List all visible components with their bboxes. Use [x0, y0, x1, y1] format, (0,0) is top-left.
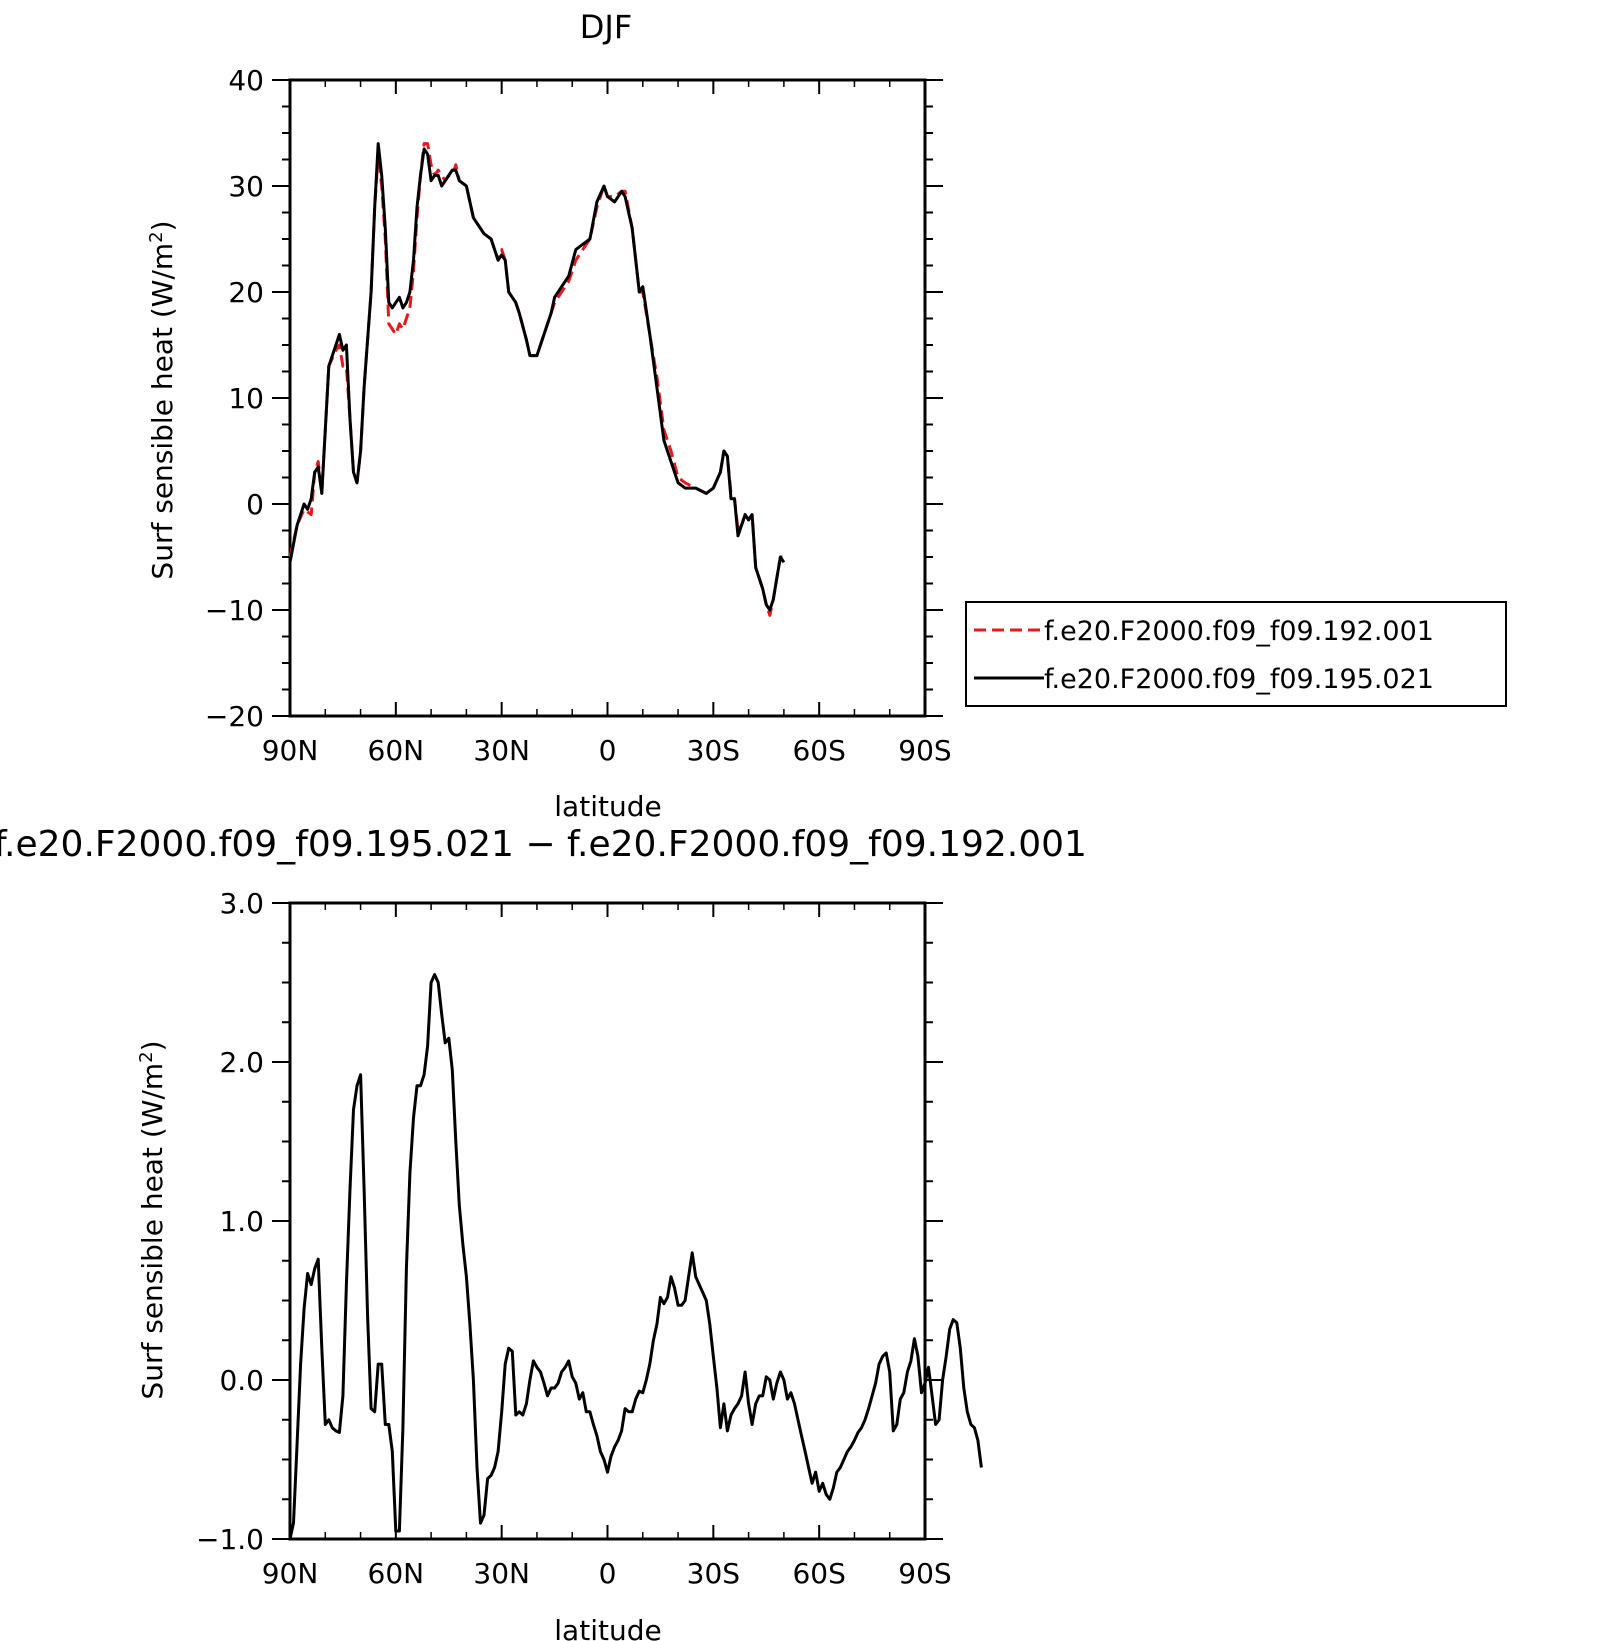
bottom-panel: f.e20.F2000.f09_f09.195.021 − f.e20.F200…: [0, 824, 1087, 1641]
bottom-x-axis-label: latitude: [554, 1614, 661, 1641]
top-series-lines: [288, 142, 786, 617]
bottom-series-lines: [288, 973, 983, 1540]
bottom-chart-title: f.e20.F2000.f09_f09.195.021 − f.e20.F200…: [0, 824, 1087, 865]
legend-label-192-001: f.e20.F2000.f09_f09.192.001: [1044, 616, 1434, 647]
top-x-axis-label: latitude: [554, 790, 661, 823]
y-tick-label: 20: [228, 276, 264, 309]
y-tick-label: 30: [228, 170, 264, 203]
bottom-y-axis-label: Surf sensible heat (W/m2): [136, 1040, 170, 1399]
x-tick-label: 30N: [473, 1557, 530, 1590]
x-tick-label: 90S: [898, 1557, 951, 1590]
x-tick-label: 30S: [687, 734, 740, 767]
y-tick-label: 2.0: [219, 1046, 264, 1079]
legend-label-195-021: f.e20.F2000.f09_f09.195.021: [1044, 664, 1434, 695]
y-tick-label: −1.0: [196, 1523, 264, 1556]
x-tick-label: 60N: [368, 734, 425, 767]
y-tick-label: −20: [205, 700, 264, 733]
top-panel: DJF 90N 60N 30N 0 30S 60S 90S −20 −10 0 10 20 30 40 l…: [146, 8, 1507, 823]
y-tick-label: 10: [228, 382, 264, 415]
top-plot-frame: [288, 78, 927, 718]
x-tick-label: 60S: [792, 734, 845, 767]
x-tick-label: 30S: [687, 1557, 740, 1590]
top-y-axis-label: Surf sensible heat (W/m2): [146, 220, 180, 579]
top-axis-ticks: 90N 60N 30N 0 30S 60S 90S −20 −10 0 10 20 30 40: [205, 64, 952, 767]
bottom-axis-ticks: 90N 60N 30N 0 30S 60S 90S −1.0 0.0 1.0 2.0 3.0: [196, 887, 952, 1590]
x-tick-label: 30N: [473, 734, 530, 767]
top-chart-title: DJF: [580, 8, 632, 46]
y-tick-label: −10: [205, 594, 264, 627]
x-tick-label: 0: [599, 1557, 617, 1590]
bottom-plot-frame: [288, 901, 927, 1541]
legend: f.e20.F2000.f09_f09.192.001 f.e20.F2000.…: [965, 601, 1507, 707]
x-tick-label: 90N: [262, 734, 319, 767]
series-line-1: [288, 142, 786, 612]
x-tick-label: 60N: [368, 1557, 425, 1590]
x-tick-label: 0: [599, 734, 617, 767]
x-tick-label: 60S: [792, 1557, 845, 1590]
y-tick-label: 0.0: [219, 1364, 264, 1397]
x-tick-label: 90S: [898, 734, 951, 767]
x-tick-label: 90N: [262, 1557, 319, 1590]
series-line-0: [288, 973, 983, 1540]
y-tick-label: 0: [246, 488, 264, 521]
y-tick-label: 40: [228, 64, 264, 97]
legend-box: [965, 601, 1507, 707]
y-tick-label: 3.0: [219, 887, 264, 920]
y-tick-label: 1.0: [219, 1205, 264, 1238]
